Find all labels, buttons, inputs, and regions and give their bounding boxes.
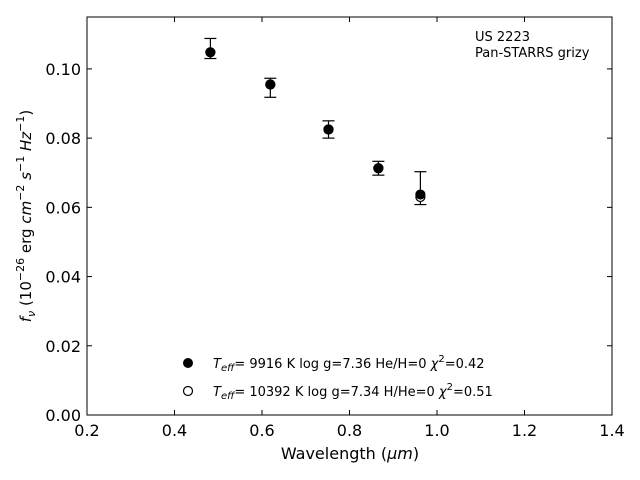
legend-entry-1: Teff= 9916 K log g=7.36 He/H=0 χ2=0.42: [213, 354, 485, 374]
legend: Teff= 9916 K log g=7.36 He/H=0 χ2=0.42 T…: [182, 354, 493, 402]
model-point-filled: [415, 189, 426, 200]
x-tick-label: 1.0: [424, 421, 449, 440]
annotation-object-name: US 2223: [475, 30, 530, 45]
y-tick-label: 0.00: [45, 406, 81, 425]
legend-entry-2: Teff= 10392 K log g=7.34 H/He=0 χ2=0.51: [213, 382, 493, 402]
axis-ticks: [86, 17, 613, 416]
x-axis-label: Wavelength (μm): [281, 444, 419, 463]
y-tick-label: 0.10: [45, 60, 81, 79]
y-axis-label: fν (10−26 erg cm−2 s−1 Hz−1): [14, 110, 38, 323]
x-tick-label: 0.2: [74, 421, 99, 440]
legend-marker-open: [182, 385, 194, 397]
annotation-survey: Pan-STARRS grizy: [475, 46, 590, 61]
model-point-filled: [373, 163, 384, 174]
error-bars: [204, 37, 427, 206]
x-tick-label: 0.6: [249, 421, 274, 440]
plot-frame: [86, 16, 613, 416]
y-tick-label: 0.04: [45, 268, 81, 287]
model-point-filled: [323, 124, 334, 135]
x-tick-labels: 0.2 0.4 0.6 0.8 1.0 1.2 1.4: [74, 421, 624, 440]
y-tick-labels: 0.00 0.02 0.04 0.06 0.08 0.10: [45, 60, 81, 425]
x-tick-label: 0.8: [337, 421, 362, 440]
x-tick-label: 1.2: [512, 421, 537, 440]
model-point-filled: [265, 79, 276, 90]
x-tick-label: 1.4: [599, 421, 624, 440]
y-tick-label: 0.06: [45, 198, 81, 217]
y-axis-label-group: fν (10−26 erg cm−2 s−1 Hz−1): [14, 110, 38, 323]
model-point-filled: [205, 47, 216, 58]
data-markers: [205, 47, 426, 203]
legend-marker-filled: [183, 358, 193, 368]
y-tick-label: 0.02: [45, 337, 81, 356]
x-tick-label: 0.4: [162, 421, 187, 440]
y-tick-label: 0.08: [45, 129, 81, 148]
